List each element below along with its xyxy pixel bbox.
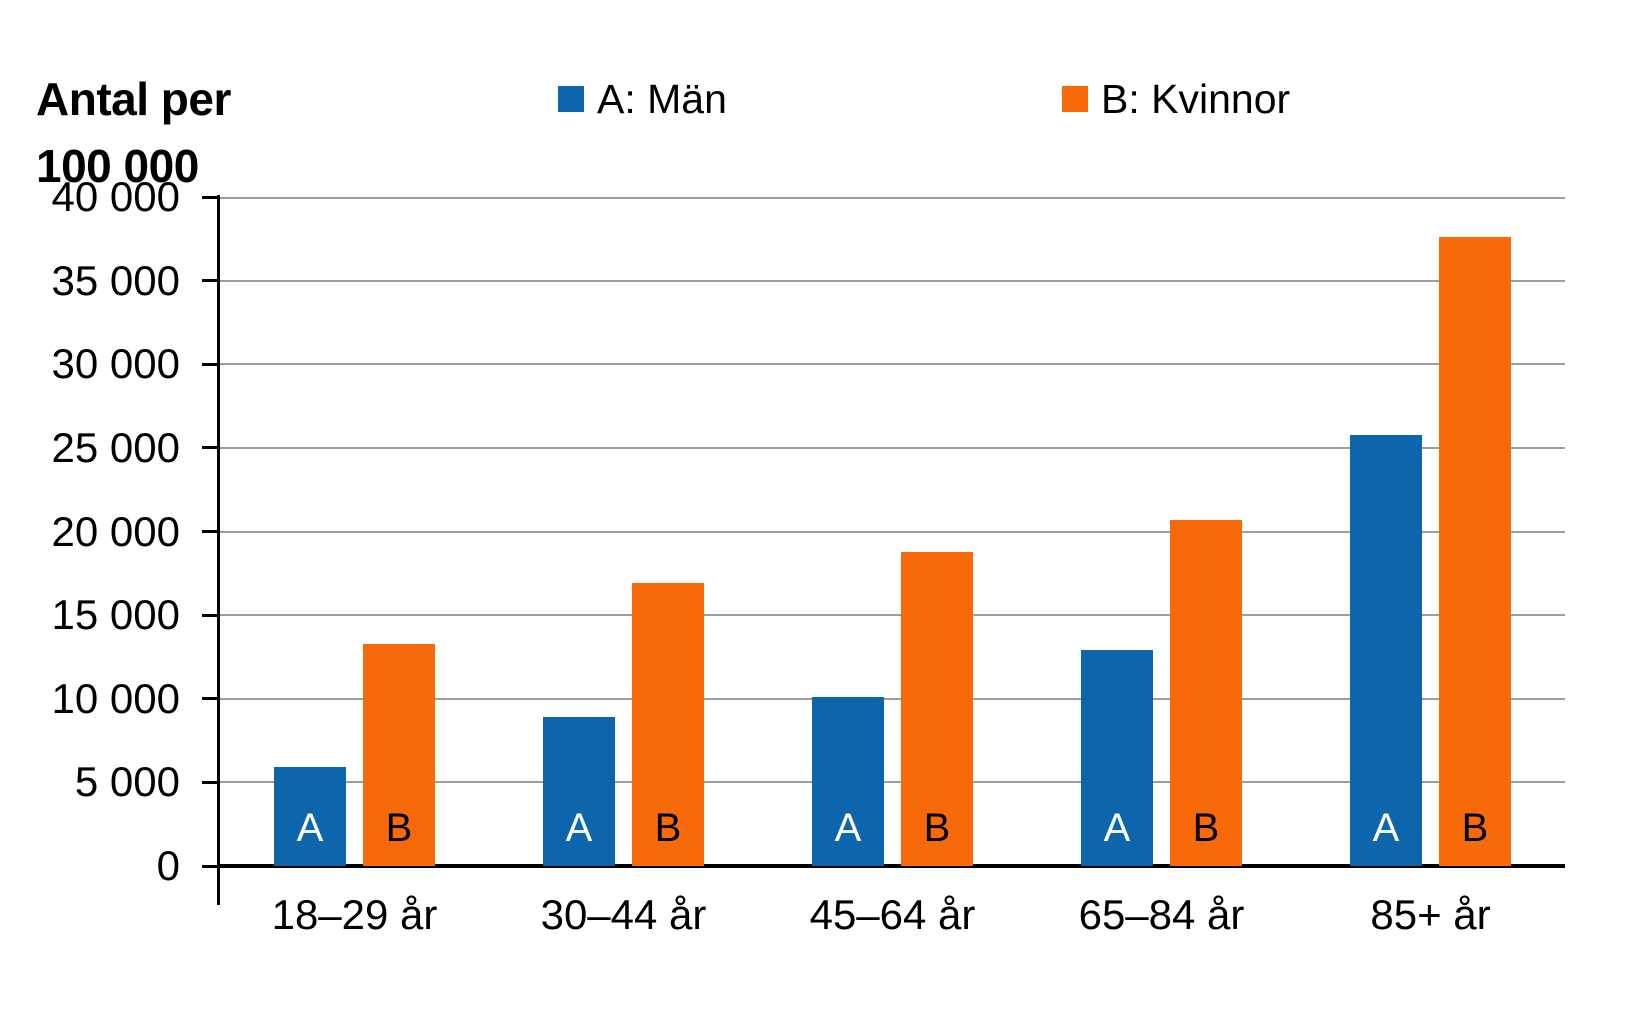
- y-tick-label-10000: 10 000: [51, 674, 180, 722]
- bar-letter: A: [834, 806, 862, 850]
- y-tick-30000: [202, 362, 218, 366]
- y-axis-title-line2: 100 000: [36, 140, 199, 192]
- gridline-35000: [220, 279, 1565, 282]
- y-tick-5000: [202, 780, 218, 784]
- legend-label-women: B: Kvinnor: [1101, 75, 1291, 122]
- y-tick-35000: [202, 279, 218, 283]
- x-tick-label-5: 85+ år: [1370, 891, 1491, 938]
- bar-a-group-5: A: [1350, 434, 1422, 866]
- y-axis-title-line1: Antal per: [36, 73, 231, 125]
- bar-a-group-4: A: [1081, 650, 1153, 866]
- bar-letter: B: [385, 806, 413, 850]
- bar-b-group-4: B: [1170, 519, 1242, 866]
- y-tick-label-15000: 15 000: [51, 591, 180, 639]
- x-axis-labels: 18–29 år 30–44 år 45–64 år 65–84 år 85+ år: [220, 888, 1565, 942]
- y-tick-10000: [202, 697, 218, 701]
- y-tick-label-30000: 30 000: [51, 340, 180, 388]
- gridline-30000: [220, 363, 1565, 366]
- bar-letter: B: [1192, 806, 1220, 850]
- bar-a-group-1: A: [274, 767, 346, 866]
- legend-label-men: A: Män: [597, 75, 727, 122]
- legend-item-men: A: Män: [558, 74, 727, 124]
- y-axis-title: Antal per 100 000: [36, 66, 231, 200]
- bar-b-group-1: B: [363, 643, 435, 866]
- legend-item-women: B: Kvinnor: [1062, 74, 1290, 124]
- y-tick-0: [202, 864, 218, 868]
- bar-letter: A: [1372, 806, 1400, 850]
- y-axis-line: [217, 195, 220, 905]
- bar-b-group-5: B: [1439, 237, 1511, 866]
- y-tick-label-25000: 25 000: [51, 423, 180, 471]
- gridline-15000: [220, 614, 1565, 617]
- bar-b-group-3: B: [901, 551, 973, 866]
- y-tick-20000: [202, 530, 218, 533]
- gridline-40000: [220, 197, 1565, 199]
- bar-a-group-3: A: [812, 697, 884, 866]
- bar-letter: B: [654, 806, 682, 850]
- gridline-20000: [220, 530, 1565, 533]
- bar-letter: A: [296, 806, 324, 850]
- gridline-25000: [220, 446, 1565, 449]
- bar-b-group-2: B: [632, 583, 704, 866]
- bar-letter: A: [1103, 806, 1131, 850]
- y-tick-25000: [202, 446, 218, 450]
- x-tick-label-1: 18–29 år: [271, 891, 438, 938]
- bar-letter: B: [923, 806, 951, 850]
- y-tick-label-0: 0: [156, 842, 180, 889]
- x-tick-label-2: 30–44 år: [540, 891, 707, 938]
- x-tick-label-4: 65–84 år: [1078, 891, 1245, 938]
- bar-letter: B: [1461, 806, 1489, 850]
- x-tick-label-3: 45–64 år: [809, 891, 976, 938]
- y-tick-label-5000: 5 000: [74, 758, 180, 806]
- bar-letter: A: [565, 806, 593, 850]
- gridline-10000: [220, 697, 1565, 700]
- gridline-5000: [220, 781, 1565, 784]
- x-axis-line: [217, 864, 1565, 868]
- y-tick-label-40000: 40 000: [51, 173, 180, 220]
- bar-a-group-2: A: [543, 717, 615, 866]
- legend-swatch-men: [558, 86, 584, 112]
- legend-swatch-women: [1062, 86, 1088, 112]
- y-tick-label-35000: 35 000: [51, 256, 180, 304]
- y-tick-15000: [202, 613, 218, 617]
- y-tick-label-20000: 20 000: [51, 507, 180, 555]
- y-tick-40000: [202, 195, 218, 199]
